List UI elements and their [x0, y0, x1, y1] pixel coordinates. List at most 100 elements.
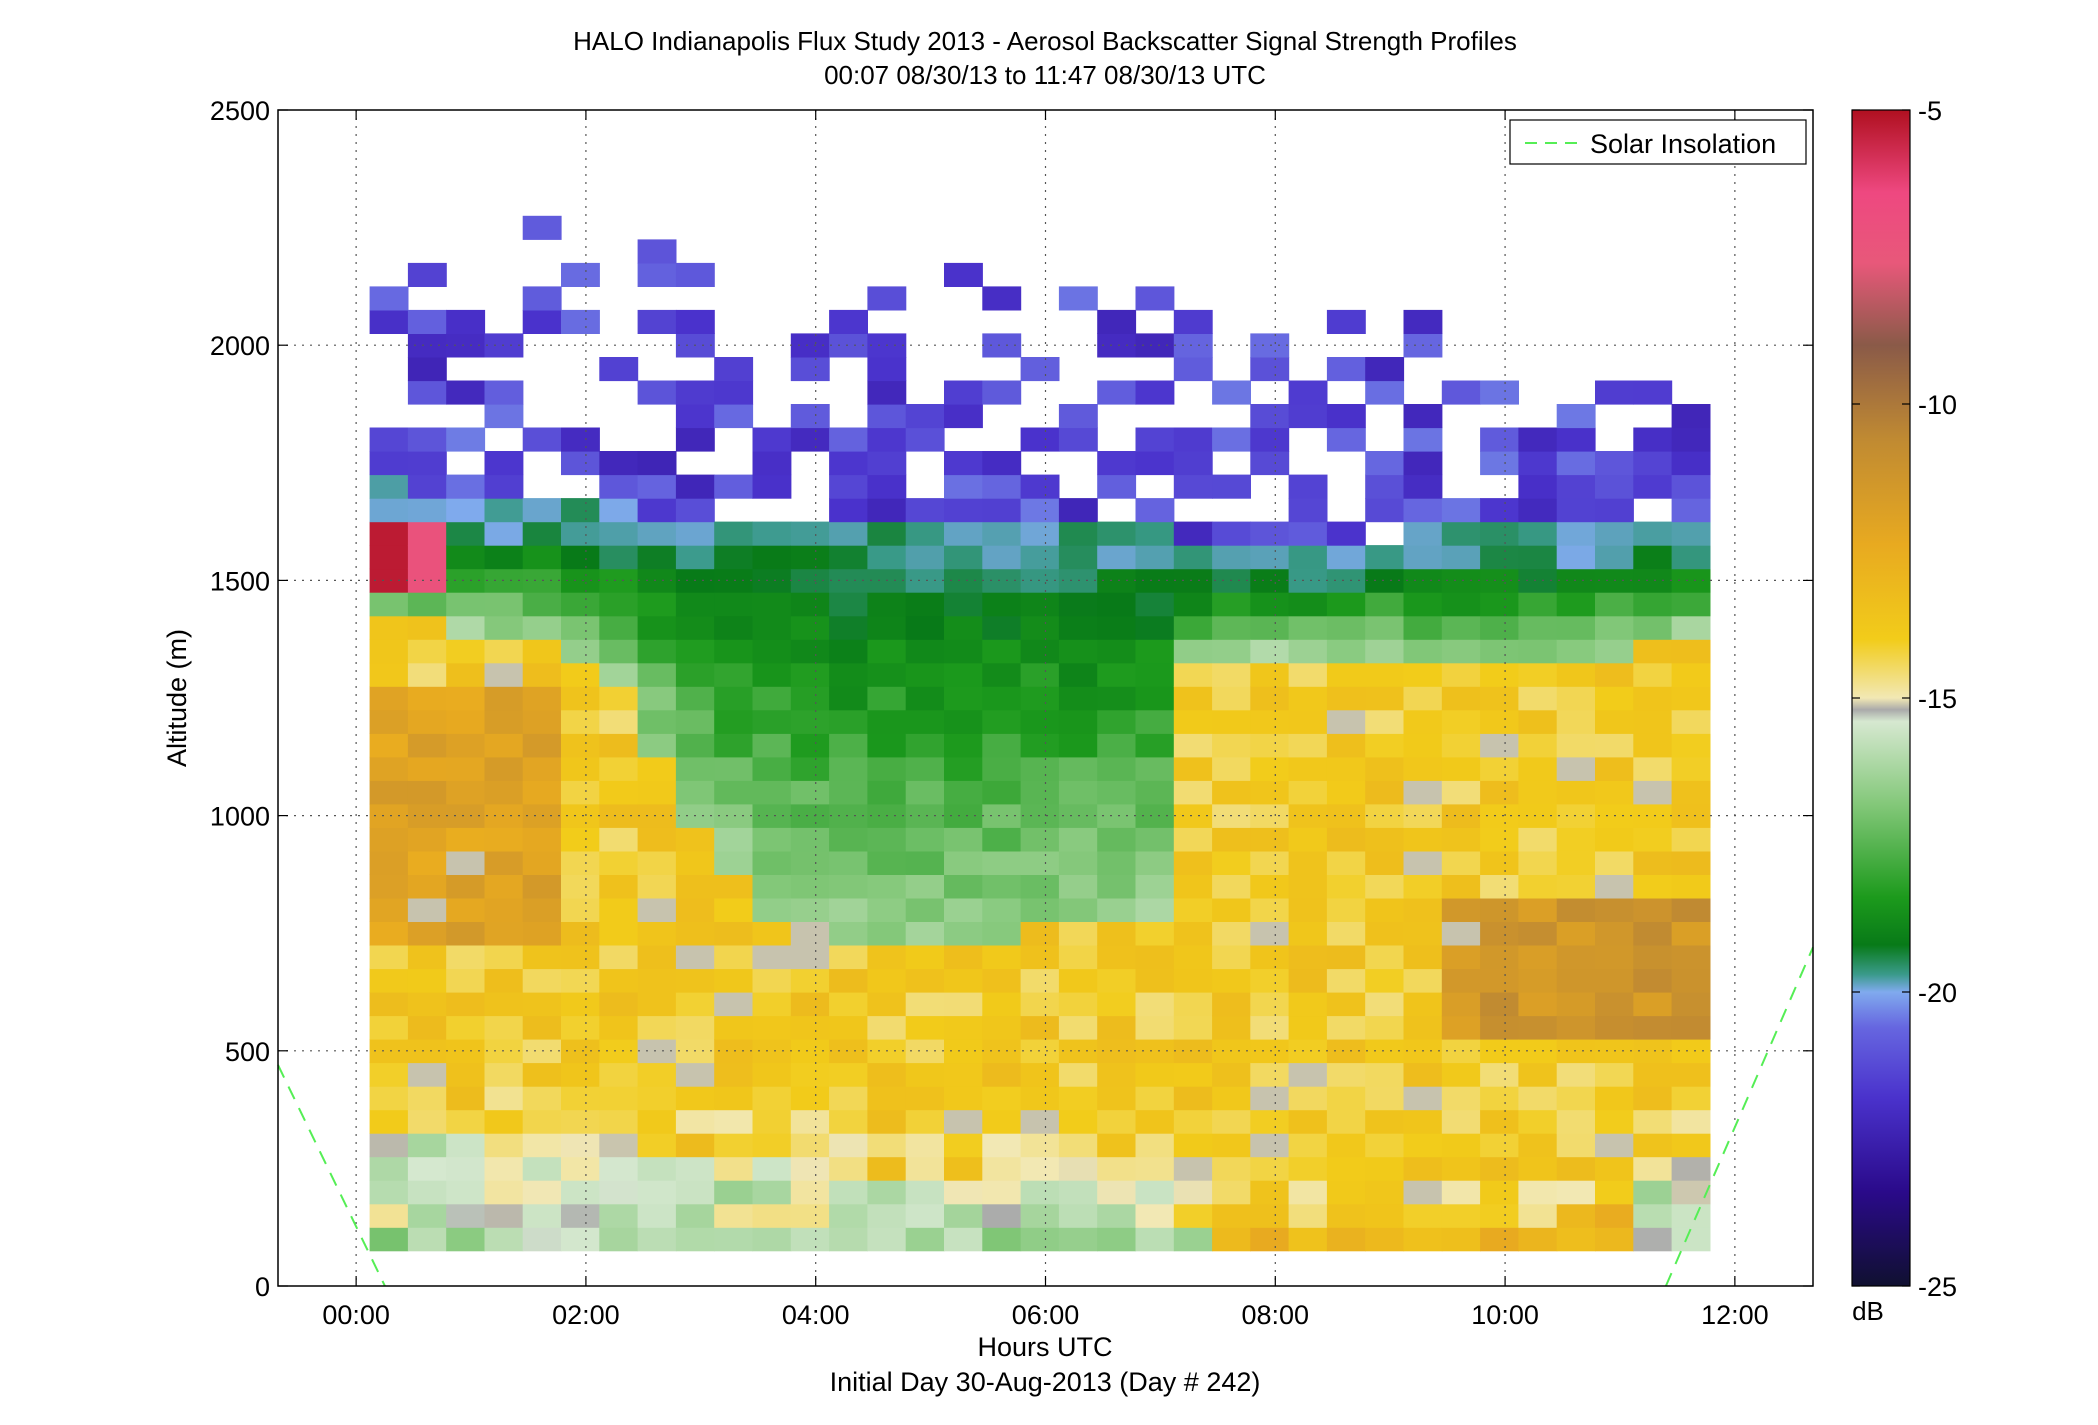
heatmap-cell	[1135, 427, 1175, 452]
heatmap-cell	[944, 262, 983, 287]
heatmap-cell	[1556, 1156, 1596, 1181]
heatmap-cell	[1633, 709, 1673, 734]
heatmap-cell	[1058, 992, 1098, 1017]
heatmap-cell	[599, 639, 639, 664]
heatmap-cell	[982, 380, 1022, 405]
heatmap-cell	[1671, 662, 1711, 687]
heatmap-cell	[561, 780, 600, 805]
x-tick-label: 02:00	[552, 1300, 620, 1330]
x-axis-label-day: Initial Day 30-Aug-2013 (Day # 242)	[830, 1367, 1261, 1397]
heatmap-cell	[1020, 850, 1060, 875]
heatmap-cell	[637, 615, 677, 640]
heatmap-cell	[637, 992, 677, 1017]
heatmap-cell	[944, 451, 983, 476]
heatmap-cell	[1595, 968, 1634, 993]
heatmap-cell	[1518, 474, 1558, 499]
heatmap-cell	[1518, 451, 1558, 476]
heatmap-cell	[1556, 780, 1596, 805]
heatmap-cell	[1135, 451, 1175, 476]
colorbar-tick-label: -25	[1918, 1272, 1957, 1302]
heatmap-cells	[369, 215, 1711, 1252]
heatmap-cell	[982, 1062, 1022, 1087]
heatmap-cell	[1058, 733, 1098, 758]
heatmap-cell	[1326, 1227, 1366, 1252]
heatmap-cell	[484, 827, 524, 852]
heatmap-cell	[905, 850, 945, 875]
x-axis-label: Hours UTC	[977, 1332, 1112, 1362]
heatmap-cell	[829, 686, 868, 711]
heatmap-cell	[1212, 545, 1251, 570]
heatmap-cell	[1441, 380, 1481, 405]
heatmap-cell	[829, 427, 868, 452]
heatmap-cell	[522, 1156, 562, 1181]
heatmap-cell	[1250, 1062, 1290, 1087]
heatmap-cell	[1020, 357, 1060, 382]
heatmap-cell	[1595, 897, 1634, 922]
heatmap-cell	[1518, 545, 1558, 570]
heatmap-cell	[829, 474, 868, 499]
heatmap-cell	[1135, 850, 1175, 875]
heatmap-cell	[675, 427, 715, 452]
heatmap-cell	[1556, 568, 1596, 593]
heatmap-cell	[714, 545, 754, 570]
heatmap-cell	[407, 780, 447, 805]
heatmap-cell	[1671, 992, 1711, 1017]
heatmap-cell	[1633, 780, 1673, 805]
heatmap-cell	[1020, 803, 1060, 828]
heatmap-cell	[369, 874, 409, 899]
heatmap-cell	[1173, 968, 1213, 993]
heatmap-cell	[1288, 733, 1328, 758]
heatmap-cell	[369, 850, 409, 875]
heatmap-cell	[982, 592, 1022, 617]
heatmap-cell	[1671, 451, 1711, 476]
heatmap-cell	[599, 568, 639, 593]
heatmap-cell	[637, 662, 677, 687]
heatmap-cell	[407, 615, 447, 640]
heatmap-cell	[829, 568, 868, 593]
heatmap-cell	[637, 309, 677, 334]
heatmap-cell	[1365, 451, 1405, 476]
heatmap-cell	[790, 521, 830, 546]
heatmap-cell	[407, 850, 447, 875]
heatmap-cell	[1365, 827, 1405, 852]
heatmap-cell	[1595, 686, 1634, 711]
heatmap-cell	[1326, 1156, 1366, 1181]
heatmap-cell	[1595, 992, 1634, 1017]
heatmap-cell	[599, 686, 639, 711]
heatmap-cell	[1020, 1203, 1060, 1228]
heatmap-cell	[790, 921, 830, 946]
heatmap-cell	[599, 803, 639, 828]
heatmap-cell	[561, 1133, 600, 1158]
heatmap-cell	[446, 733, 486, 758]
heatmap-cell	[1212, 427, 1251, 452]
heatmap-cell	[1135, 992, 1175, 1017]
heatmap-cell	[1633, 1203, 1673, 1228]
heatmap-cell	[1556, 451, 1596, 476]
heatmap-cell	[1365, 1227, 1405, 1252]
heatmap-cell	[407, 733, 447, 758]
heatmap-cell	[1556, 1039, 1596, 1064]
heatmap-cell	[1633, 921, 1673, 946]
heatmap-cell	[1173, 545, 1213, 570]
heatmap-cell	[1020, 756, 1060, 781]
heatmap-cell	[1135, 709, 1175, 734]
heatmap-cell	[1480, 1133, 1519, 1158]
heatmap-cell	[637, 897, 677, 922]
heatmap-cell	[1288, 1227, 1328, 1252]
heatmap-cell	[982, 1180, 1022, 1205]
heatmap-cell	[1097, 1015, 1137, 1040]
heatmap-cell	[522, 615, 562, 640]
heatmap-cell	[1441, 968, 1481, 993]
colorbar-unit-label: dB	[1852, 1296, 1884, 1326]
heatmap-cell	[1097, 709, 1137, 734]
heatmap-cell	[1365, 1109, 1405, 1134]
heatmap-cell	[637, 592, 677, 617]
heatmap-cell	[407, 1109, 447, 1134]
y-tick-label: 1000	[210, 802, 270, 832]
heatmap-cell	[561, 639, 600, 664]
heatmap-cell	[829, 662, 868, 687]
heatmap-cell	[484, 521, 524, 546]
heatmap-cell	[484, 733, 524, 758]
heatmap-cell	[484, 1062, 524, 1087]
heatmap-cell	[1250, 1015, 1290, 1040]
